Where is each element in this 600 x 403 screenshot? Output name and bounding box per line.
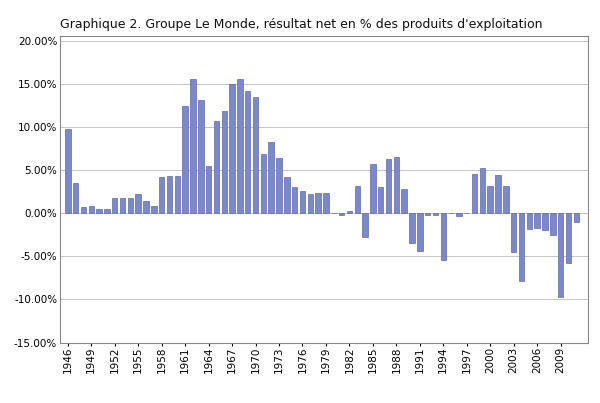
- Bar: [519, 213, 524, 281]
- Bar: [284, 177, 290, 213]
- Bar: [417, 213, 422, 251]
- Bar: [339, 213, 344, 215]
- Bar: [479, 168, 485, 213]
- Bar: [440, 213, 446, 260]
- Bar: [409, 213, 415, 243]
- Bar: [221, 111, 227, 213]
- Bar: [128, 197, 133, 213]
- Bar: [401, 189, 407, 213]
- Bar: [151, 206, 157, 213]
- Bar: [175, 176, 180, 213]
- Bar: [378, 187, 383, 213]
- Bar: [292, 187, 298, 213]
- Bar: [574, 213, 579, 222]
- Bar: [73, 183, 79, 213]
- Bar: [143, 201, 149, 213]
- Bar: [386, 159, 391, 213]
- Bar: [308, 194, 313, 213]
- Bar: [229, 84, 235, 213]
- Bar: [136, 194, 141, 213]
- Bar: [323, 193, 329, 213]
- Bar: [245, 91, 250, 213]
- Bar: [503, 185, 509, 213]
- Bar: [97, 209, 102, 213]
- Bar: [433, 213, 438, 215]
- Bar: [253, 97, 258, 213]
- Bar: [120, 197, 125, 213]
- Bar: [456, 213, 461, 216]
- Bar: [542, 213, 548, 231]
- Bar: [237, 79, 242, 213]
- Bar: [394, 157, 399, 213]
- Bar: [566, 213, 571, 263]
- Bar: [190, 79, 196, 213]
- Bar: [425, 213, 430, 215]
- Bar: [316, 193, 321, 213]
- Bar: [268, 141, 274, 213]
- Bar: [89, 206, 94, 213]
- Bar: [214, 121, 219, 213]
- Bar: [300, 191, 305, 213]
- Bar: [206, 166, 211, 213]
- Bar: [558, 213, 563, 297]
- Bar: [472, 174, 478, 213]
- Bar: [362, 213, 368, 237]
- Bar: [550, 213, 556, 235]
- Bar: [159, 177, 164, 213]
- Bar: [535, 213, 540, 228]
- Text: Graphique 2. Groupe Le Monde, résultat net en % des produits d'exploitation: Graphique 2. Groupe Le Monde, résultat n…: [60, 18, 542, 31]
- Bar: [347, 210, 352, 213]
- Bar: [167, 176, 172, 213]
- Bar: [355, 187, 360, 213]
- Bar: [104, 209, 110, 213]
- Bar: [511, 213, 517, 252]
- Bar: [527, 213, 532, 229]
- Bar: [65, 129, 71, 213]
- Bar: [276, 158, 282, 213]
- Bar: [260, 154, 266, 213]
- Bar: [198, 100, 203, 213]
- Bar: [112, 197, 118, 213]
- Bar: [496, 175, 501, 213]
- Bar: [81, 207, 86, 213]
- Bar: [182, 106, 188, 213]
- Bar: [487, 185, 493, 213]
- Bar: [370, 164, 376, 213]
